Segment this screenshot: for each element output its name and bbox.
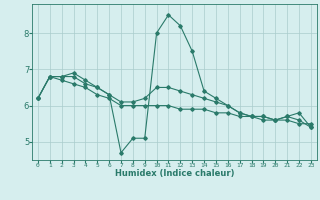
X-axis label: Humidex (Indice chaleur): Humidex (Indice chaleur) [115, 169, 234, 178]
